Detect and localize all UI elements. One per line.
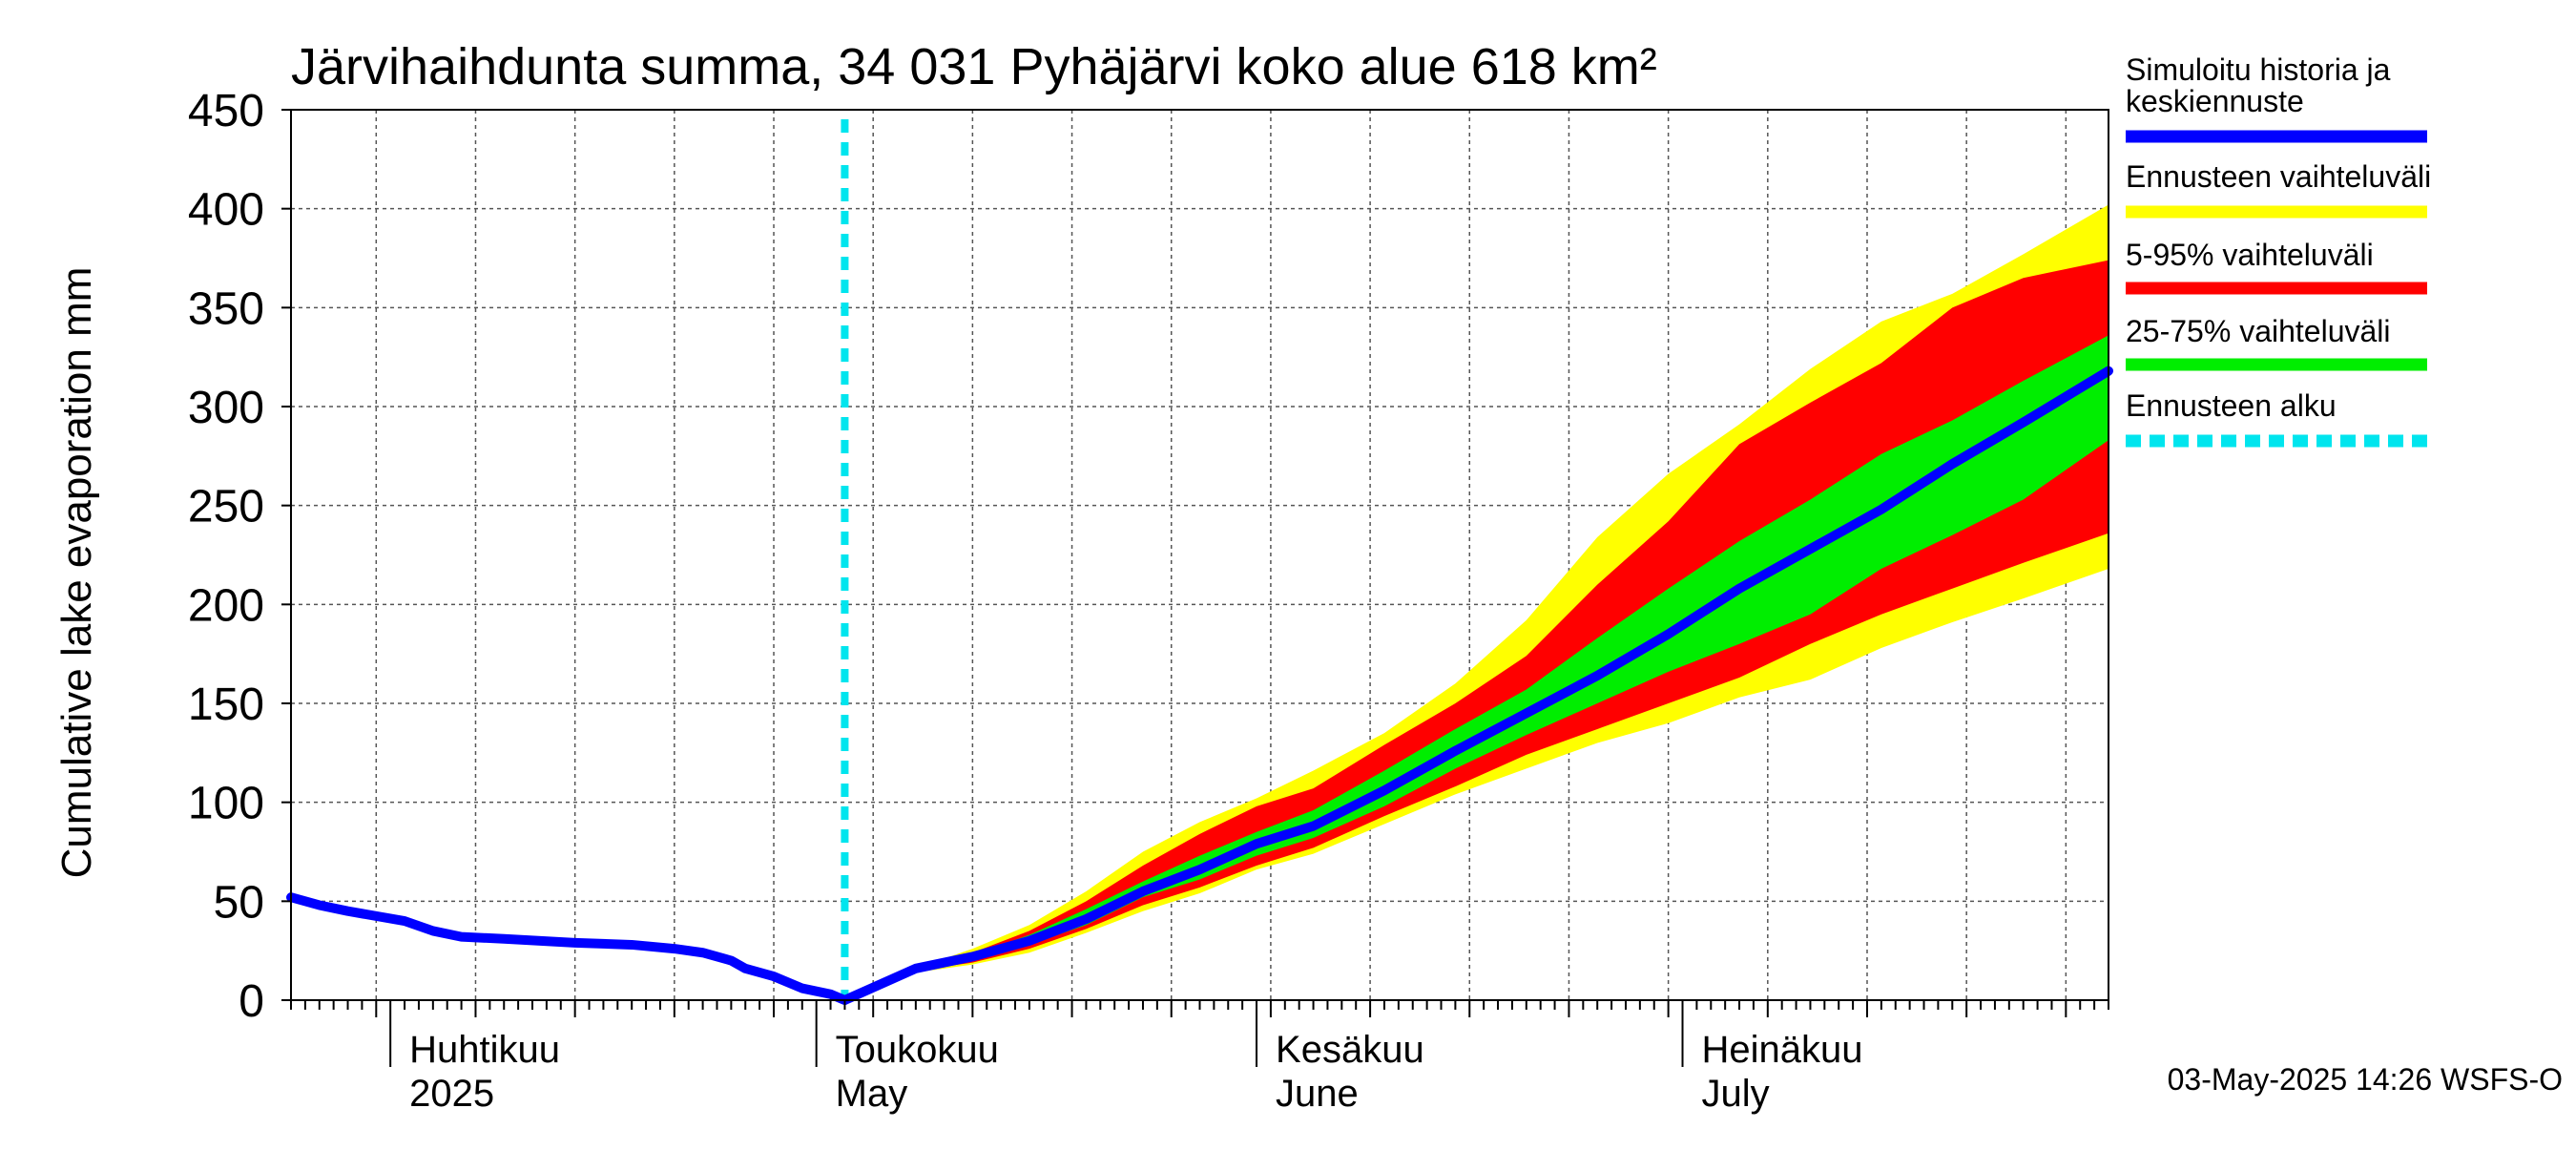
- y-tick-label: 150: [188, 680, 264, 730]
- forecast-range-band: [844, 204, 2109, 1000]
- legend-label: 5-95% vaihteluväli: [2126, 238, 2374, 272]
- legend-label: Simuloitu historia ja keskiennuste: [2126, 52, 2391, 118]
- y-tick-label: 0: [239, 976, 264, 1027]
- x-month-sublabel: 2025: [409, 1073, 494, 1115]
- series-layer: [286, 119, 2113, 1005]
- y-tick-label: 350: [188, 283, 264, 334]
- y-tick-label: 100: [188, 779, 264, 829]
- y-axis: 0 50 100 150 200 250 300 350 400 450: [188, 86, 291, 1027]
- x-month-sublabel: July: [1702, 1073, 1770, 1115]
- y-tick-label: 200: [188, 580, 264, 631]
- legend-label: 25-75% vaihteluväli: [2126, 314, 2391, 348]
- y-tick-label: 450: [188, 86, 264, 136]
- x-month-label: Toukokuu: [836, 1029, 999, 1071]
- legend-label: Ennusteen vaihteluväli: [2126, 159, 2431, 194]
- x-month-label: Kesäkuu: [1276, 1029, 1424, 1071]
- x-month-label: Heinäkuu: [1702, 1029, 1863, 1071]
- legend: Simuloitu historia ja keskiennuste Ennuste…: [2126, 52, 2431, 448]
- x-month-sublabel: May: [836, 1073, 908, 1115]
- y-tick-label: 400: [188, 185, 264, 236]
- y-tick-label: 250: [188, 482, 264, 533]
- y-tick-label: 300: [188, 383, 264, 433]
- x-month-sublabel: June: [1276, 1073, 1359, 1115]
- footer-timestamp: 03-May-2025 14:26 WSFS-O: [2168, 1062, 2563, 1097]
- p5-p95-band: [844, 260, 2109, 1000]
- y-axis-label: Cumulative lake evaporation mm: [53, 267, 100, 879]
- y-tick-label: 50: [214, 877, 264, 928]
- x-month-label: Huhtikuu: [409, 1029, 560, 1071]
- legend-label: Ennusteen alku: [2126, 388, 2337, 423]
- history-median-line: [286, 366, 2113, 1005]
- chart-title: Järvihaihdunta summa, 34 031 Pyhäjärvi k…: [291, 38, 1657, 95]
